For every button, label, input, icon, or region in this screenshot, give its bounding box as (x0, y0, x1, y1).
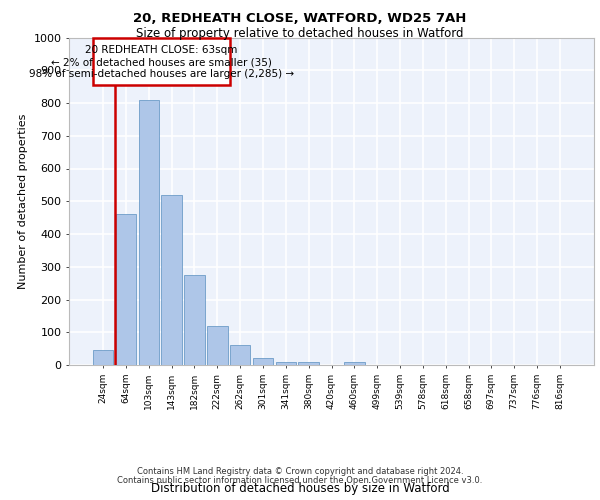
Bar (253, 358, 273, 365)
Bar (230, 346, 250, 365)
Text: Distribution of detached houses by size in Watford: Distribution of detached houses by size … (151, 482, 449, 495)
Text: ← 2% of detached houses are smaller (35): ← 2% of detached houses are smaller (35) (51, 58, 272, 68)
FancyBboxPatch shape (93, 38, 230, 84)
Bar (298, 362, 319, 365)
Bar (207, 326, 227, 365)
Text: 98% of semi-detached houses are larger (2,285) →: 98% of semi-detached houses are larger (… (29, 70, 294, 80)
Bar (116, 214, 136, 365)
Bar (344, 362, 365, 365)
Text: Contains HM Land Registry data © Crown copyright and database right 2024.: Contains HM Land Registry data © Crown c… (137, 467, 463, 476)
Bar (161, 194, 182, 365)
Bar (184, 275, 205, 365)
Text: Size of property relative to detached houses in Watford: Size of property relative to detached ho… (136, 28, 464, 40)
Text: Contains public sector information licensed under the Open Government Licence v3: Contains public sector information licen… (118, 476, 482, 485)
Text: 20, REDHEATH CLOSE, WATFORD, WD25 7AH: 20, REDHEATH CLOSE, WATFORD, WD25 7AH (133, 12, 467, 26)
Bar (139, 100, 159, 365)
Bar (275, 362, 296, 365)
Text: 20 REDHEATH CLOSE: 63sqm: 20 REDHEATH CLOSE: 63sqm (85, 45, 238, 55)
Y-axis label: Number of detached properties: Number of detached properties (18, 114, 28, 289)
Bar (93, 350, 113, 365)
